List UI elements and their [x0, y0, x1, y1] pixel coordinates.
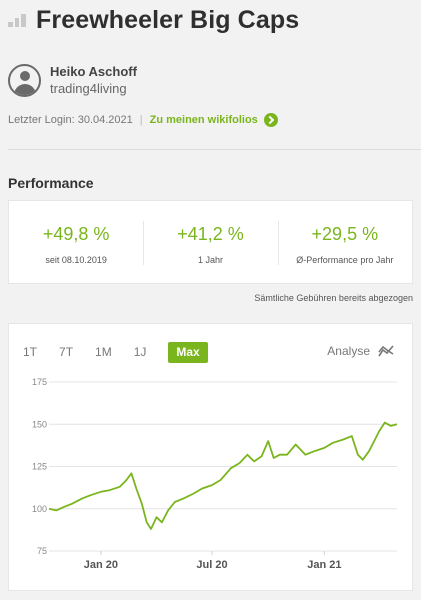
performance-per-year: +29,5 % Ø-Performance pro Jahr [277, 201, 412, 283]
my-wikifolios-link[interactable]: Zu meinen wikifolios [149, 114, 258, 126]
period-tabs: 1T 7T 1M 1J Max [23, 342, 230, 363]
x-tick-label: Jul 20 [196, 559, 227, 571]
separator: | [139, 114, 143, 126]
performance-value: +49,8 % [42, 224, 110, 244]
fees-note: Sämtliche Gebühren bereits abgezogen [254, 293, 413, 303]
tab-1t[interactable]: 1T [23, 345, 38, 359]
performance-value: +41,2 % [177, 224, 244, 244]
y-tick-label: 175 [32, 377, 47, 387]
trader-info[interactable]: Heiko Aschoff trading4living [8, 63, 137, 97]
arrow-right-circle-icon[interactable] [263, 113, 278, 127]
series-line [48, 421, 398, 530]
y-tick-label: 100 [32, 504, 47, 514]
y-tick-label: 150 [32, 419, 47, 429]
tab-1m[interactable]: 1M [95, 345, 112, 359]
login-row: Letzter Login: 30.04.2021 | Zu meinen wi… [8, 113, 278, 127]
tab-7t[interactable]: 7T [59, 345, 74, 359]
tab-max[interactable]: Max [168, 342, 208, 363]
analyse-button[interactable]: Analyse [327, 344, 394, 358]
performance-since-start: +49,8 % seit 08.10.2019 [9, 201, 143, 283]
performance-one-year: +41,2 % 1 Jahr [143, 201, 277, 283]
performance-heading: Performance [8, 175, 94, 191]
tab-1j[interactable]: 1J [133, 345, 147, 359]
avatar-icon[interactable] [8, 63, 41, 97]
performance-label: Ø-Performance pro Jahr [296, 255, 394, 265]
performance-label: 1 Jahr [197, 255, 223, 265]
chart-card: 1T 7T 1M 1J Max Analyse 75 100 125 150 175 Ja… [8, 323, 413, 591]
wikifolio-bars-icon [8, 13, 27, 27]
trader-name[interactable]: Heiko Aschoff [50, 64, 137, 79]
trader-handle: trading4living [50, 81, 127, 96]
x-tick-label: Jan 20 [84, 559, 118, 571]
analyse-chart-icon[interactable] [378, 344, 394, 358]
last-login-text: Letzter Login: 30.04.2021 [8, 114, 133, 126]
performance-value: +29,5 % [311, 224, 379, 244]
analyse-label[interactable]: Analyse [327, 344, 370, 358]
page-title: Freewheeler Big Caps [36, 5, 300, 34]
performance-chart[interactable]: 75 100 125 150 175 Jan 20 Jul 20 Jan 21 [9, 374, 412, 589]
page-header: Freewheeler Big Caps [8, 4, 299, 36]
performance-label: seit 08.10.2019 [45, 255, 107, 265]
y-tick-label: 125 [32, 462, 47, 472]
y-tick-label: 75 [37, 546, 47, 556]
divider [8, 149, 421, 150]
performance-card: +49,8 % seit 08.10.2019 +41,2 % 1 Jahr +… [8, 200, 413, 284]
x-tick-label: Jan 21 [307, 559, 341, 571]
